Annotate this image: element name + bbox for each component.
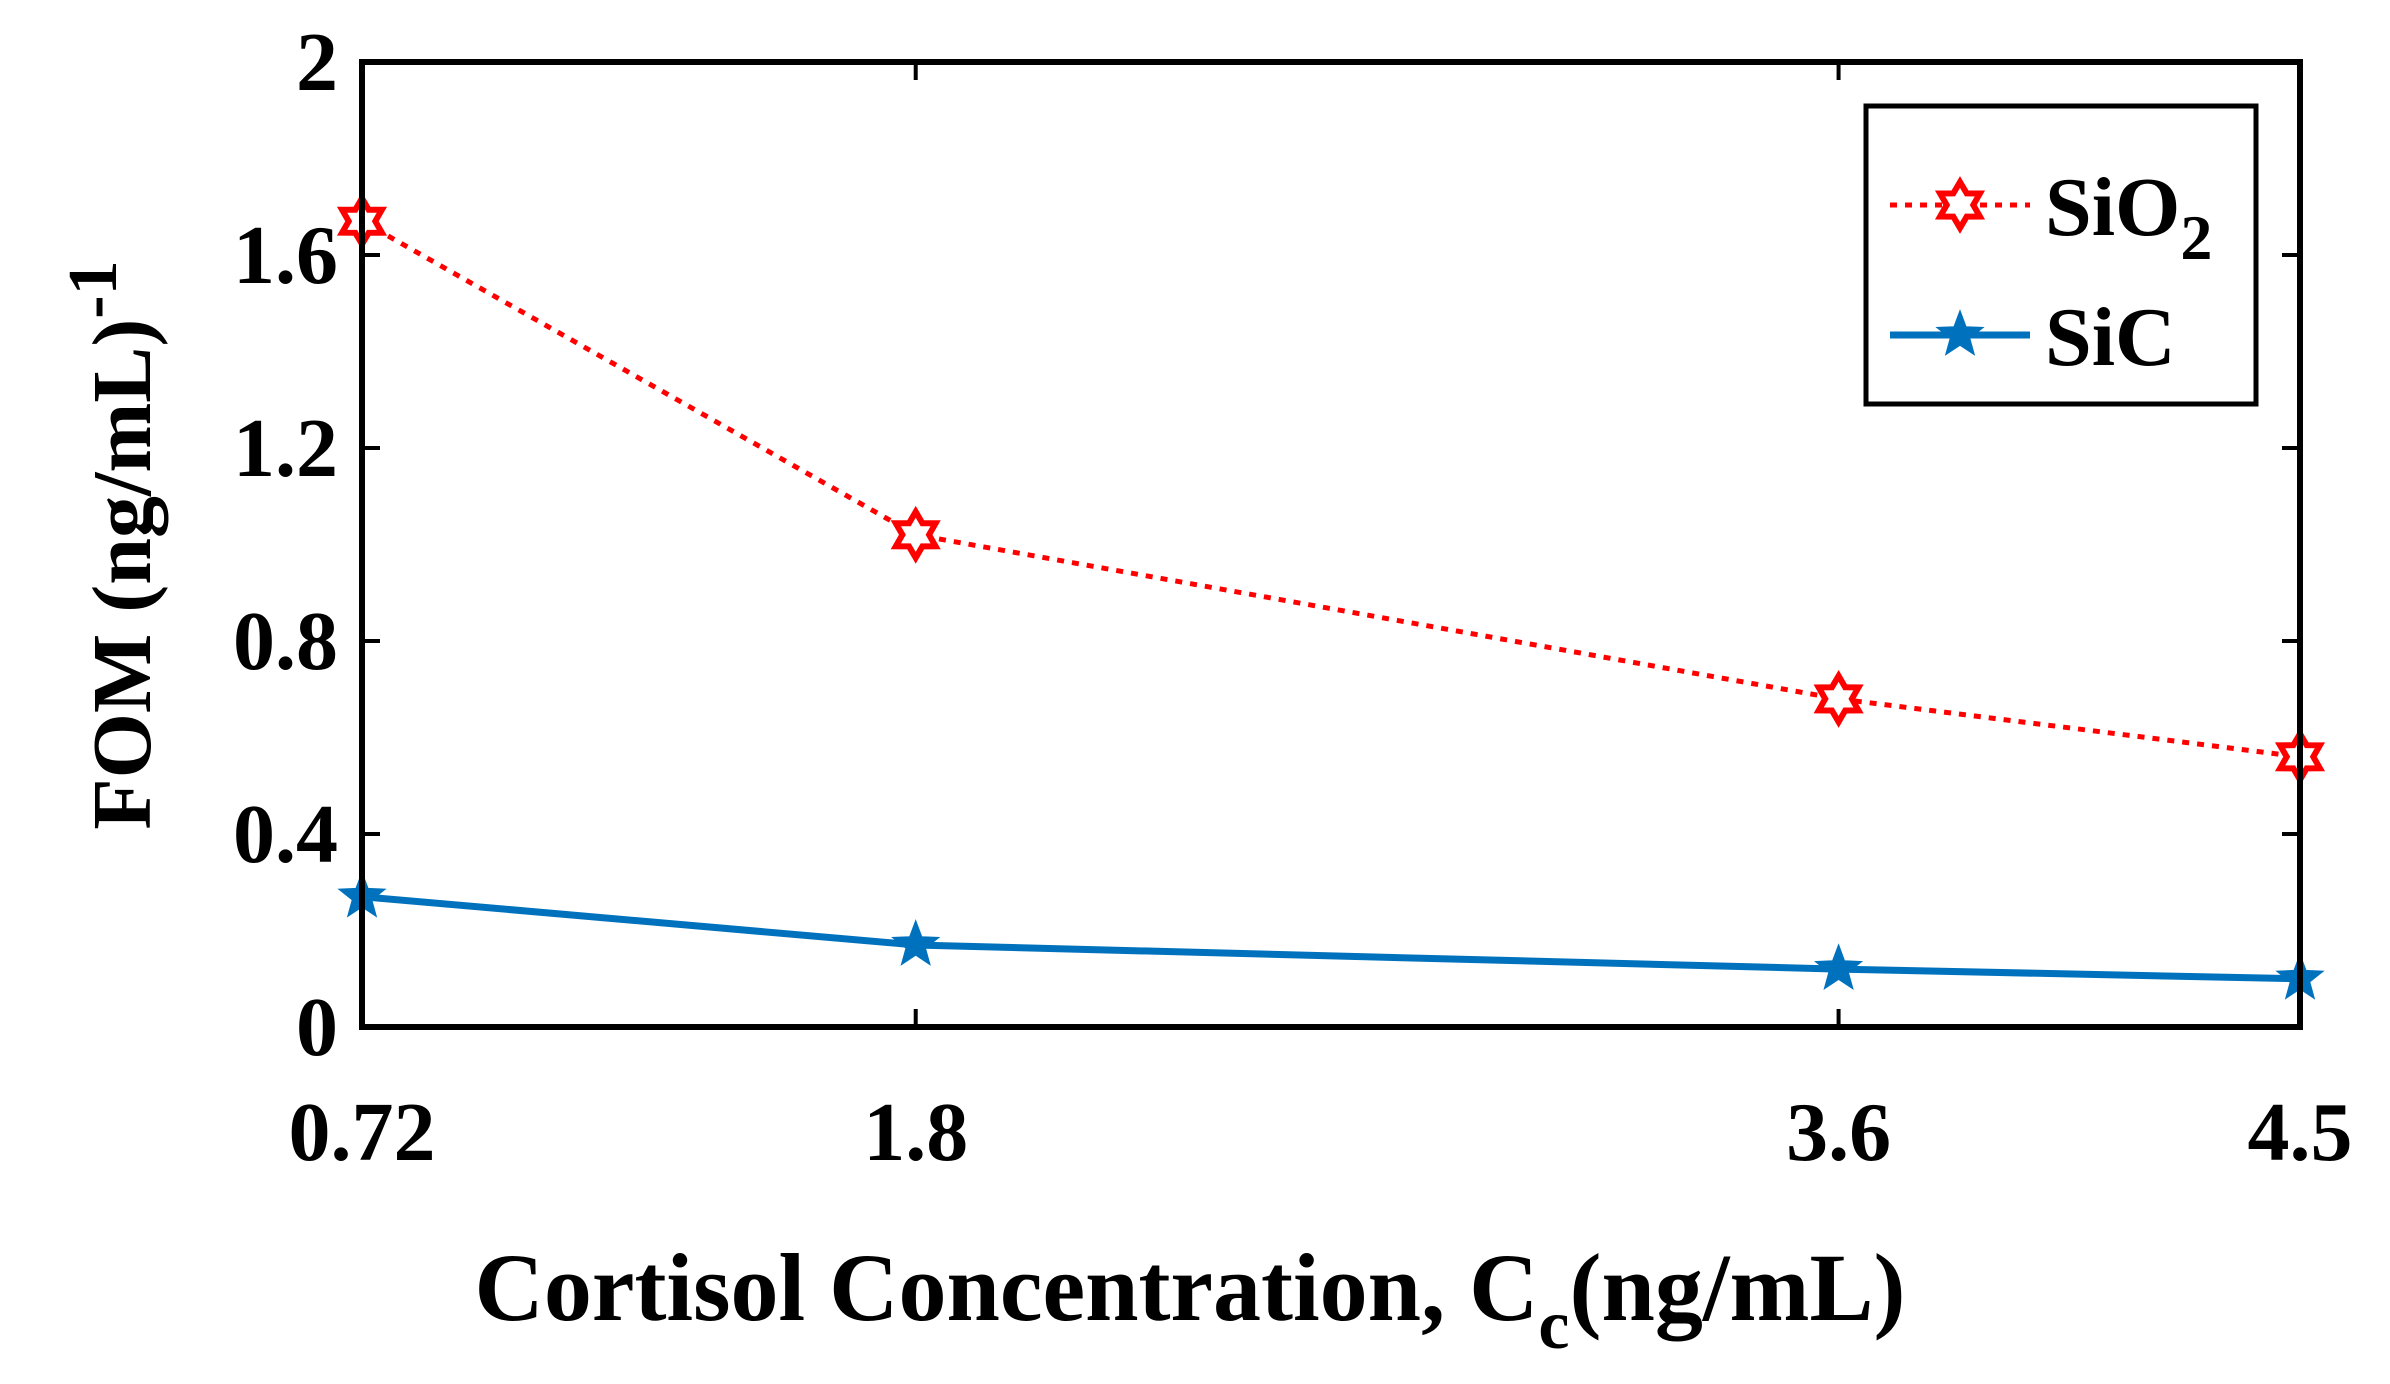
- y-tick-label: 0.8: [233, 595, 338, 688]
- series-line-sio: [360, 219, 2301, 760]
- x-axis-label-text: Cortisol Concentration, C: [475, 1234, 1539, 1341]
- legend-label-subscript: 2: [2180, 202, 2212, 273]
- x-tick-label: 3.6: [1786, 1086, 1891, 1179]
- y-axis-label: FOM (ng/mL)-1: [55, 260, 169, 829]
- legend-marker-sic: [1935, 309, 1985, 356]
- y-tick-label: 2: [296, 16, 338, 109]
- data-point-sic-1: [891, 919, 941, 966]
- y-axis-label-superscript: -1: [55, 260, 132, 318]
- y-tick-label: 0: [296, 981, 338, 1074]
- x-tick-labels: 0.72 1.8 3.6 4.5: [289, 1086, 2353, 1179]
- data-point-sio-1: [890, 505, 941, 564]
- legend-label-text: SiO: [2045, 161, 2180, 254]
- data-point-sio-2: [1813, 669, 1864, 728]
- x-axis-label-unit: (ng/mL): [1569, 1234, 1905, 1341]
- x-tick-label: 1.8: [863, 1086, 968, 1179]
- y-tick-label: 1.2: [233, 402, 338, 495]
- legend-box: [1863, 103, 2259, 407]
- plot-frame: [359, 59, 2303, 1030]
- x-tick-label: 4.5: [2248, 1086, 2353, 1179]
- legend-marker-sio: [1934, 176, 1986, 234]
- data-point-sic-2: [1813, 943, 1864, 990]
- y-tick-label: 0.4: [233, 788, 338, 881]
- series-line-sic: [361, 893, 2301, 983]
- y-tick-label: 1.6: [233, 209, 338, 302]
- x-tick-label: 0.72: [289, 1086, 436, 1179]
- legend-label-sic: SiC: [2045, 291, 2176, 384]
- y-tick-labels: 0 0.4 0.8 1.2 1.6 2: [233, 16, 338, 1074]
- legend-label-sio: SiO2: [2045, 161, 2212, 273]
- y-axis-label-text: FOM (ng/mL): [76, 319, 169, 830]
- x-axis-label: Cortisol Concentration, Cc(ng/mL): [475, 1234, 1906, 1364]
- series-layer: [336, 192, 2326, 1000]
- legend-label-text: SiC: [2045, 291, 2176, 384]
- x-axis-label-subscript: c: [1538, 1287, 1569, 1364]
